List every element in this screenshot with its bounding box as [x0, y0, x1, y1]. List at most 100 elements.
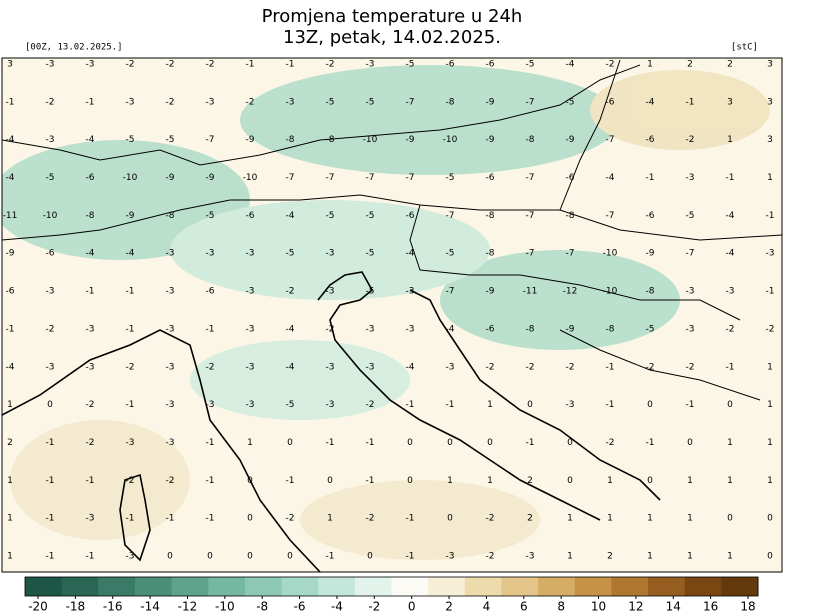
grid-value: -1 — [406, 514, 415, 524]
grid-value: -2 — [46, 97, 55, 107]
grid-value: -6 — [646, 211, 655, 221]
grid-value: -1 — [206, 476, 215, 486]
grid-value: 0 — [287, 438, 293, 448]
grid-value: -5 — [446, 249, 455, 259]
grid-value: -4 — [606, 173, 615, 183]
grid-value: 1 — [727, 552, 733, 562]
grid-value: 0 — [407, 476, 413, 486]
grid-value: -7 — [326, 173, 335, 183]
grid-value: 1 — [767, 438, 773, 448]
grid-value: 0 — [647, 400, 653, 410]
grid-value: -3 — [246, 324, 255, 334]
grid-value: -6 — [486, 324, 495, 334]
colorbar-segment — [611, 577, 649, 596]
grid-value: -4 — [446, 324, 455, 334]
grid-value: 3 — [767, 97, 773, 107]
grid-value: -2 — [206, 60, 215, 70]
grid-value: 1 — [687, 476, 693, 486]
grid-value: -3 — [246, 249, 255, 259]
map-frame — [1, 57, 783, 573]
grid-value: -8 — [526, 324, 535, 334]
grid-value: -3 — [446, 552, 455, 562]
grid-value: -2 — [366, 514, 375, 524]
colorbar-segment — [208, 577, 246, 596]
grid-value: -2 — [86, 438, 95, 448]
grid-value: -1 — [86, 476, 95, 486]
colorbar-segment — [721, 577, 759, 596]
grid-value: -1 — [606, 400, 615, 410]
corsica — [119, 473, 151, 562]
grid-value: -3 — [166, 438, 175, 448]
grid-value: -9 — [486, 97, 495, 107]
colorbar-frame — [24, 576, 759, 597]
grid-value: -6 — [486, 60, 495, 70]
grid-value: -4 — [286, 211, 295, 221]
grid-value: -6 — [486, 173, 495, 183]
grid-value: -7 — [606, 211, 615, 221]
grid-value: 1 — [607, 476, 613, 486]
colorbar-segment — [538, 577, 576, 596]
grid-value: -3 — [366, 60, 375, 70]
grid-value: -8 — [486, 249, 495, 259]
grid-value: 0 — [767, 514, 773, 524]
grid-value: -3 — [326, 249, 335, 259]
grid-value: -9 — [166, 173, 175, 183]
grid-value: -3 — [246, 400, 255, 410]
grid-value: 0 — [447, 514, 453, 524]
grid-value: -2 — [486, 362, 495, 372]
grid-value: 1 — [727, 135, 733, 145]
grid-value: -5 — [206, 211, 215, 221]
grid-value: -5 — [446, 173, 455, 183]
grid-value: -1 — [126, 400, 135, 410]
grid-value: 2 — [687, 60, 693, 70]
grid-value: -4 — [566, 60, 575, 70]
colorbar-segment — [464, 577, 502, 596]
grid-value: -1 — [286, 476, 295, 486]
colorbar-segment — [25, 577, 63, 596]
grid-value: -10 — [123, 173, 138, 183]
grid-value: -1 — [46, 514, 55, 524]
grid-value: -1 — [86, 97, 95, 107]
grid-value: 1 — [607, 514, 613, 524]
border — [2, 59, 782, 401]
colorbar-tick-label: -10 — [215, 600, 235, 614]
grid-value: -9 — [6, 249, 15, 259]
colorbar-tick-label: 10 — [591, 600, 606, 614]
colorbar-segment — [684, 577, 722, 596]
grid-value: -10 — [603, 287, 618, 297]
grid-value: -9 — [566, 135, 575, 145]
grid-value: -7 — [406, 97, 415, 107]
grid-value: -2 — [46, 324, 55, 334]
grid-value: -1 — [726, 173, 735, 183]
grid-value: -1 — [646, 173, 655, 183]
colorbar-segment — [134, 577, 173, 596]
grid-value: -5 — [526, 60, 535, 70]
grid-value: -9 — [566, 324, 575, 334]
grid-value: -3 — [126, 97, 135, 107]
grid-value: -3 — [326, 287, 335, 297]
grid-value: -10 — [603, 249, 618, 259]
grid-value: -8 — [286, 135, 295, 145]
grid-value: -1 — [366, 438, 375, 448]
grid-value: -2 — [766, 324, 775, 334]
grid-value: -1 — [766, 287, 775, 297]
grid-value: -3 — [166, 324, 175, 334]
grid-value: 0 — [727, 400, 733, 410]
grid-value: -1 — [326, 552, 335, 562]
colorbar-segment — [391, 577, 429, 596]
grid-value: -2 — [286, 514, 295, 524]
grid-value: -7 — [286, 173, 295, 183]
grid-value: -3 — [686, 324, 695, 334]
grid-value: 1 — [647, 514, 653, 524]
grid-value: -7 — [526, 211, 535, 221]
grid-value: 3 — [727, 97, 733, 107]
grid-value: 0 — [207, 552, 213, 562]
grid-value: 1 — [647, 60, 653, 70]
colorbar-tick-label: -4 — [331, 600, 343, 614]
grid-value: 1 — [7, 514, 13, 524]
grid-value: -7 — [446, 287, 455, 297]
grid-value: -1 — [46, 476, 55, 486]
grid-value: -3 — [86, 514, 95, 524]
grid-value: -5 — [126, 135, 135, 145]
grid-value: -1 — [206, 324, 215, 334]
